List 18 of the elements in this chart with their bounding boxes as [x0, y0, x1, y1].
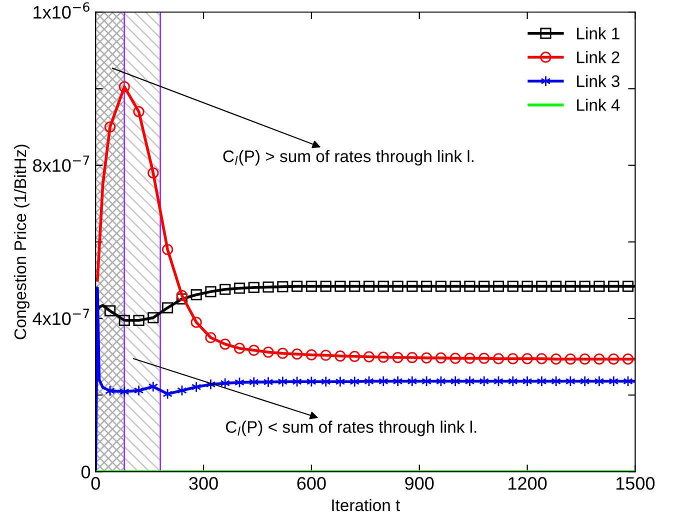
x-tick-label: 0: [91, 477, 100, 490]
annotation: C$_{l}$(P) > sum of rates through link l.: [223, 150, 474, 166]
x-axis-title: Iteration t: [332, 498, 400, 512]
y-tick-label: 4x10$^{−7}$: [32, 308, 90, 326]
legend-label: Link 3: [577, 74, 620, 88]
legend-label: Link 2: [577, 50, 620, 64]
y-tick-label: 1x10$^{−6}$: [34, 2, 90, 19]
x-tick-label: 1200: [508, 477, 547, 490]
legend-label: Link 4: [577, 98, 620, 111]
x-tick-label: 300: [189, 477, 218, 490]
x-tick-label: 1500: [616, 477, 655, 490]
y-tick-label: 8x10$^{−7}$: [33, 156, 90, 172]
x-tick-label: 600: [297, 477, 326, 490]
y-axis-title: Congestion Price (1/BitHz): [14, 144, 30, 340]
legend-label: Link 1: [577, 27, 620, 40]
x-tick-label: 900: [405, 477, 434, 490]
y-tick-label: 0: [81, 466, 90, 478]
annotation: C$_{l}$(P) < sum of rates through link l.: [226, 420, 476, 436]
